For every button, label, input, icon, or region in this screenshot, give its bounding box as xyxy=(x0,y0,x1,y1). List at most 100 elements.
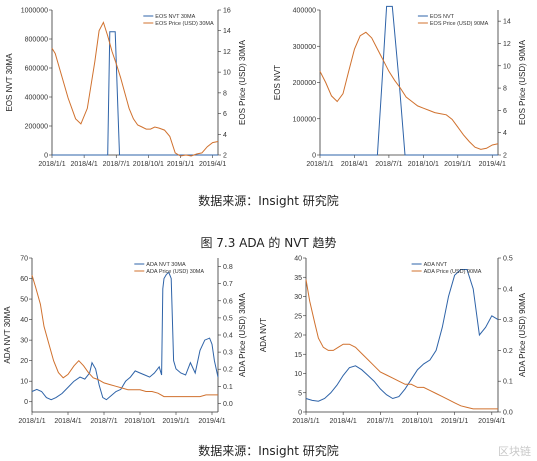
source-caption-bottom: 数据来源：Insight 研究院 xyxy=(198,444,339,458)
chart-ada-nvt: 2018/1/1 2018/4/1 2018/7/1 2018/10/1 2019/1/… xyxy=(259,250,537,440)
y2-tick-label: 10 xyxy=(503,63,511,70)
y2-tick-label: 0.4 xyxy=(223,333,233,340)
series-line-eos-nvt-30ma xyxy=(52,31,218,156)
y2-tick-label: 0.2 xyxy=(223,367,233,374)
y-tick-label: 50 xyxy=(20,297,28,304)
y2-tick-label: 14 xyxy=(223,28,231,35)
x-tick-label: 2019/1/1 xyxy=(444,161,471,168)
y-tick-label: 800000 xyxy=(25,37,48,44)
y2-tick-label: 0.0 xyxy=(223,401,233,408)
y-tick-label: 25 xyxy=(294,313,302,320)
series-line-ada-price-usd-90ma xyxy=(305,279,498,410)
y2-tick-label: 4 xyxy=(223,132,227,139)
legend-label: EOS Price (USD) 90MA xyxy=(430,21,489,27)
x-tick-label: 2019/1/1 xyxy=(167,161,194,168)
x-tick-label: 2018/7/1 xyxy=(375,161,402,168)
y-axis-label: EOS NVT xyxy=(273,65,282,100)
y2-tick-label: 0.1 xyxy=(223,384,233,391)
y-tick-label: 30 xyxy=(20,338,28,345)
y2-axis-label: ADA Price (USD) 90MA xyxy=(518,292,527,377)
y-tick-label: 10 xyxy=(294,371,302,378)
y-tick-label: 300000 xyxy=(293,44,316,51)
y2-tick-label: 0.0 xyxy=(503,410,513,417)
y2-tick-label: 6 xyxy=(223,111,227,118)
y-tick-label: 200000 xyxy=(25,124,48,131)
y-tick-label: 400000 xyxy=(293,8,316,15)
y2-tick-label: 0.2 xyxy=(503,348,513,355)
x-tick-label: 2018/4/1 xyxy=(71,161,98,168)
y2-tick-label: 0.4 xyxy=(503,286,513,293)
y2-axis-label: EOS Price (USD) 90MA xyxy=(518,39,527,125)
legend-label: ADA NVT 30MA xyxy=(146,262,186,268)
source-caption-top: 数据来源：Insight 研究院 xyxy=(198,194,339,208)
series-line-eos-price-usd-30ma xyxy=(51,21,219,157)
y-tick-label: 0 xyxy=(312,153,316,160)
y-tick-label: 400000 xyxy=(25,95,48,102)
y-tick-label: 70 xyxy=(20,256,28,263)
y-tick-label: 0 xyxy=(24,399,28,406)
y-tick-label: 20 xyxy=(294,333,302,340)
x-tick-label: 2018/7/1 xyxy=(90,418,117,425)
chart-ada-nvt-30ma: 2018/1/1 2018/4/1 2018/7/1 2018/10/1 2019/1/… xyxy=(0,250,262,440)
y-tick-label: 0 xyxy=(44,153,48,160)
y-axis-label: EOS NVT 30MA xyxy=(5,53,14,112)
y2-tick-label: 0.5 xyxy=(223,315,233,322)
series-line-ada-price-usd-30ma xyxy=(31,274,218,398)
y2-tick-label: 0.1 xyxy=(503,379,513,386)
y2-tick-label: 0.8 xyxy=(223,264,233,271)
y2-tick-label: 14 xyxy=(503,19,511,26)
y2-axis-label: EOS Price (USD) 30MA xyxy=(238,39,247,125)
y2-tick-label: 2 xyxy=(223,153,227,160)
legend-label: ADA Price (USD) 90MA xyxy=(424,269,482,275)
y-tick-label: 600000 xyxy=(25,66,48,73)
y2-tick-label: 0.7 xyxy=(223,281,233,288)
y2-tick-label: 4 xyxy=(503,130,507,137)
x-tick-label: 2018/7/1 xyxy=(103,161,130,168)
legend-label: EOS NVT xyxy=(430,14,455,20)
y-tick-label: 60 xyxy=(20,276,28,283)
chart-eos-nvt: 2018/1/1 2018/4/1 2018/7/1 2018/10/1 2019/1/… xyxy=(268,0,537,188)
y2-tick-label: 0.3 xyxy=(503,317,513,324)
y2-tick-label: 2 xyxy=(503,153,507,160)
x-tick-label: 2018/10/1 xyxy=(408,161,439,168)
series-line-eos-nvt xyxy=(320,5,498,156)
y2-tick-label: 8 xyxy=(223,90,227,97)
x-tick-label: 2019/4/1 xyxy=(199,161,226,168)
legend-label: EOS NVT 30MA xyxy=(155,14,195,20)
y2-tick-label: 0.6 xyxy=(223,298,233,305)
x-tick-label: 2018/7/1 xyxy=(367,418,394,425)
series-line-ada-nvt xyxy=(305,269,499,402)
y-tick-label: 0 xyxy=(298,410,302,417)
y-tick-label: 5 xyxy=(298,390,302,397)
legend-label: EOS Price (USD) 30MA xyxy=(155,21,214,27)
legend-label: ADA NVT xyxy=(424,262,448,268)
y-tick-label: 15 xyxy=(294,352,302,359)
x-tick-label: 2018/4/1 xyxy=(54,418,81,425)
x-tick-label: 2018/4/1 xyxy=(341,161,368,168)
x-tick-label: 2018/10/1 xyxy=(124,418,155,425)
y2-tick-label: 16 xyxy=(223,8,231,15)
series-line-ada-nvt-30ma xyxy=(31,271,219,401)
y-tick-label: 40 xyxy=(20,317,28,324)
y-tick-label: 100000 xyxy=(293,116,316,123)
y-axis-label: ADA NVT 30MA xyxy=(3,306,12,364)
chart-svg: 2018/1/1 2018/4/1 2018/7/1 2018/10/1 2019/1/… xyxy=(3,256,247,426)
y-tick-label: 40 xyxy=(294,256,302,263)
watermark-logo: 区块链 xyxy=(498,445,531,458)
y-tick-label: 20 xyxy=(20,358,28,365)
y-tick-label: 35 xyxy=(294,275,302,282)
y2-tick-label: 12 xyxy=(503,41,511,48)
legend-label: ADA Price (USD) 30MA xyxy=(146,269,204,275)
x-tick-label: 2019/4/1 xyxy=(478,418,505,425)
y2-tick-label: 12 xyxy=(223,49,231,56)
chart-svg: 2018/1/1 2018/4/1 2018/7/1 2018/10/1 2019/1/… xyxy=(5,8,247,169)
y-tick-label: 30 xyxy=(294,294,302,301)
y2-axis-label: ADA Price (USD) 30MA xyxy=(238,292,247,377)
x-tick-label: 2019/1/1 xyxy=(162,418,189,425)
chart-svg: 2018/1/1 2018/4/1 2018/7/1 2018/10/1 2019/1/… xyxy=(273,5,527,168)
y-axis-label: ADA NVT xyxy=(259,318,268,352)
series-line-eos-price-usd-90ma xyxy=(319,31,499,150)
x-tick-label: 2018/1/1 xyxy=(292,418,319,425)
y2-tick-label: 0.3 xyxy=(223,350,233,357)
y2-tick-label: 8 xyxy=(503,86,507,93)
